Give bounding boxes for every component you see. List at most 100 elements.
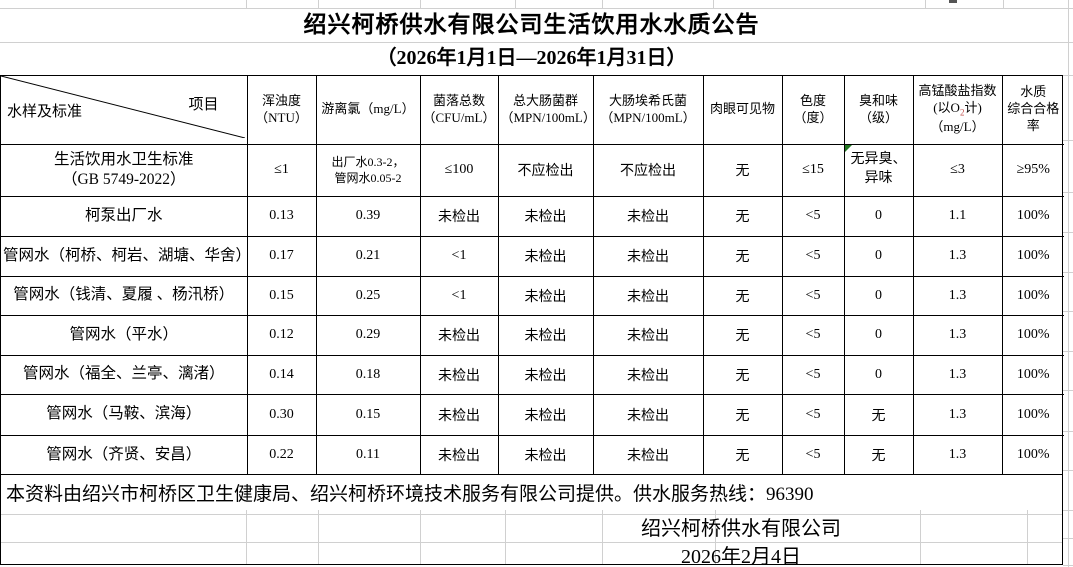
gridline bbox=[0, 8, 1073, 9]
corner-cell: 项目 水样及标准 bbox=[0, 75, 248, 145]
cell: 1.1 bbox=[912, 195, 1003, 237]
gridline bbox=[713, 0, 714, 8]
cell: 未检出 bbox=[419, 195, 499, 237]
cell: 未检出 bbox=[592, 235, 704, 277]
gridline bbox=[1068, 0, 1069, 567]
col-header-odor: 臭和味 （级） bbox=[843, 75, 914, 145]
cell: ≤100 bbox=[419, 143, 499, 197]
gridline bbox=[1027, 510, 1028, 565]
cell: 无 bbox=[843, 434, 914, 475]
col-header-visible-matter: 肉眼可见物 bbox=[702, 75, 783, 145]
cell: 未检出 bbox=[497, 275, 594, 316]
row-label: 管网水（齐贤、安昌） bbox=[0, 434, 248, 475]
cell: 无 bbox=[702, 275, 783, 316]
cell: 不应检出 bbox=[592, 143, 704, 197]
cell: 无 bbox=[702, 314, 783, 356]
cell: 0.12 bbox=[246, 314, 317, 356]
signature-row: 绍兴柯桥供水有限公司 bbox=[1, 514, 1062, 542]
cell: 未检出 bbox=[419, 314, 499, 356]
cell: 未检出 bbox=[592, 275, 704, 316]
cell: 100% bbox=[1001, 354, 1065, 395]
gridline bbox=[1063, 232, 1073, 233]
cell: 0.29 bbox=[315, 314, 421, 356]
footer-note: 本资料由绍兴市柯桥区卫生健康局、绍兴柯桥环境技术服务有限公司提供。供水服务热线：… bbox=[1, 474, 1062, 514]
water-quality-table-box: 项目 水样及标准 浑浊度 （NTU） 游离氯（mg/L） 菌落总数 （CFU/m… bbox=[0, 75, 1065, 567]
row-label: 柯泵出厂水 bbox=[0, 195, 248, 237]
cell: 无 bbox=[702, 235, 783, 277]
col-header-turbidity: 浑浊度 （NTU） bbox=[246, 75, 317, 145]
cell: <5 bbox=[781, 434, 845, 475]
cell: <5 bbox=[781, 235, 845, 277]
gridline bbox=[246, 510, 247, 565]
gridline bbox=[1063, 75, 1073, 76]
cell: 无异臭、 异味 bbox=[843, 143, 914, 197]
row-label: 管网水（钱清、夏履 、杨汛桥） bbox=[0, 275, 248, 316]
gridline bbox=[1063, 311, 1073, 312]
table-row: 管网水（马鞍、滨海） 0.30 0.15 未检出 未检出 未检出 无 <5 无 … bbox=[0, 393, 1065, 436]
top-edge-mark bbox=[949, 0, 957, 3]
col-header-pass-rate: 水质 综合合格率 bbox=[1001, 75, 1065, 145]
cell: 0 bbox=[843, 314, 914, 356]
cell: 1.3 bbox=[912, 235, 1003, 277]
cell-corner-marker-icon bbox=[845, 145, 852, 152]
gridline bbox=[715, 510, 716, 565]
company-signature: 绍兴柯桥供水有限公司 bbox=[641, 518, 841, 541]
cell: 未检出 bbox=[419, 354, 499, 395]
col-header-ecoli: 大肠埃希氏菌 （MPN/100mL） bbox=[592, 75, 704, 145]
gridline bbox=[920, 510, 921, 565]
cell: 未检出 bbox=[419, 393, 499, 436]
col-header-free-chlorine: 游离氯（mg/L） bbox=[315, 75, 421, 145]
cell: 0.15 bbox=[315, 393, 421, 436]
cell: <5 bbox=[781, 354, 845, 395]
cell: 不应检出 bbox=[497, 143, 594, 197]
table-row: 管网水（福全、兰亭、漓渚） 0.14 0.18 未检出 未检出 未检出 无 <5… bbox=[0, 354, 1065, 395]
cell: 未检出 bbox=[592, 354, 704, 395]
cell: <5 bbox=[781, 393, 845, 436]
cell: 0 bbox=[843, 275, 914, 316]
cell: <5 bbox=[781, 314, 845, 356]
cell: 0 bbox=[843, 195, 914, 237]
cell: 100% bbox=[1001, 235, 1065, 277]
cell: 未检出 bbox=[497, 354, 594, 395]
table-row: 管网水（柯桥、柯岩、湖塘、华舍） 0.17 0.21 <1 未检出 未检出 无 … bbox=[0, 235, 1065, 277]
row-label: 生活饮用水卫生标准 （GB 5749-2022） bbox=[0, 143, 248, 197]
cell: 1.3 bbox=[912, 314, 1003, 356]
cell: 无 bbox=[702, 354, 783, 395]
gridline bbox=[1063, 470, 1073, 471]
gridline bbox=[1063, 510, 1073, 511]
water-quality-table: 项目 水样及标准 浑浊度 （NTU） 游离氯（mg/L） 菌落总数 （CFU/m… bbox=[0, 75, 1065, 475]
cell: 0.39 bbox=[315, 195, 421, 237]
cell: 100% bbox=[1001, 393, 1065, 436]
cell: 0.18 bbox=[315, 354, 421, 395]
table-row: 管网水（平水） 0.12 0.29 未检出 未检出 未检出 无 <5 0 1.3… bbox=[0, 314, 1065, 356]
cell: 0.11 bbox=[315, 434, 421, 475]
row-label: 管网水（柯桥、柯岩、湖塘、华舍） bbox=[0, 235, 248, 277]
cell: 0.15 bbox=[246, 275, 317, 316]
gridline bbox=[1063, 431, 1073, 432]
cell: 0.30 bbox=[246, 393, 317, 436]
gridline bbox=[1063, 140, 1073, 141]
cell: 无 bbox=[702, 143, 783, 197]
cell: 100% bbox=[1001, 434, 1065, 475]
cell: 1.3 bbox=[912, 275, 1003, 316]
cell: 0.22 bbox=[246, 434, 317, 475]
col-header-total-coliforms: 总大肠菌群 （MPN/100mL） bbox=[497, 75, 594, 145]
cell: 1.3 bbox=[912, 434, 1003, 475]
cell: <5 bbox=[781, 195, 845, 237]
cell: ≤3 bbox=[912, 143, 1003, 197]
cell: 未检出 bbox=[497, 314, 594, 356]
cell: 0.21 bbox=[315, 235, 421, 277]
cell: ≥95% bbox=[1001, 143, 1065, 197]
cell: 未检出 bbox=[497, 393, 594, 436]
cell: 未检出 bbox=[592, 195, 704, 237]
cell: 无 bbox=[702, 434, 783, 475]
cell: 100% bbox=[1001, 195, 1065, 237]
cell: 0.17 bbox=[246, 235, 317, 277]
gridline bbox=[0, 42, 1073, 43]
row-label: 管网水（平水） bbox=[0, 314, 248, 356]
gridline bbox=[505, 510, 506, 565]
cell: 未检出 bbox=[419, 434, 499, 475]
cell: 0.14 bbox=[246, 354, 317, 395]
oxygen-subscript: 2 bbox=[959, 107, 965, 118]
col-header-chroma: 色度 （度） bbox=[781, 75, 845, 145]
